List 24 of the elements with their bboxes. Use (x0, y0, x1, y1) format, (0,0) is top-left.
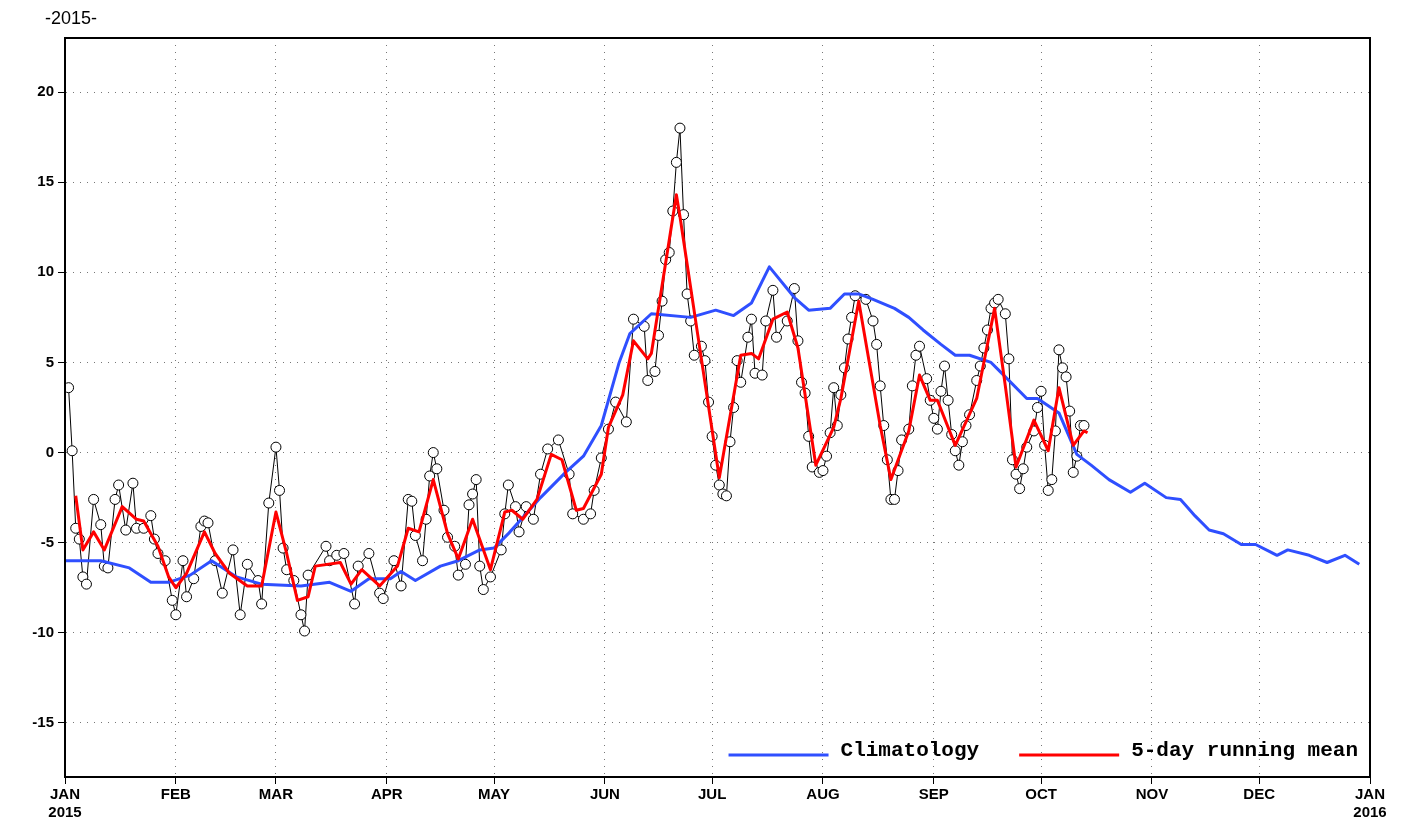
y-tick-label: 15 (37, 172, 54, 190)
y-tick-label: 0 (45, 442, 54, 460)
x-tick-label: MAY (478, 785, 511, 803)
x-tick-label: AUG (806, 785, 840, 803)
x-tick-label: NOV (1135, 785, 1169, 803)
x-tick-label: JAN 2015 (48, 785, 82, 821)
legend-label: Climatology (840, 739, 980, 763)
x-tick-label: FEB (160, 785, 191, 803)
chart-title: -2015- (45, 8, 98, 28)
x-tick-label: OCT (1025, 785, 1057, 803)
y-tick-label: -5 (40, 532, 54, 550)
x-tick-label: JUN (589, 785, 620, 803)
legend-label: 5-day running mean (1131, 739, 1359, 763)
y-tick-label: 5 (45, 352, 54, 370)
x-tick-label: MAR (258, 785, 294, 803)
x-tick-label: JUL (697, 785, 727, 803)
x-tick-label: SEP (918, 785, 949, 803)
x-tick-label: DEC (1243, 785, 1276, 803)
y-tick-label: 20 (37, 82, 54, 100)
y-tick-label: -15 (32, 713, 54, 731)
y-tick-label: -10 (32, 622, 54, 640)
x-tick-label: JAN 2016 (1353, 785, 1387, 821)
y-tick-label: 10 (37, 262, 54, 280)
x-tick-label: APR (370, 785, 403, 803)
